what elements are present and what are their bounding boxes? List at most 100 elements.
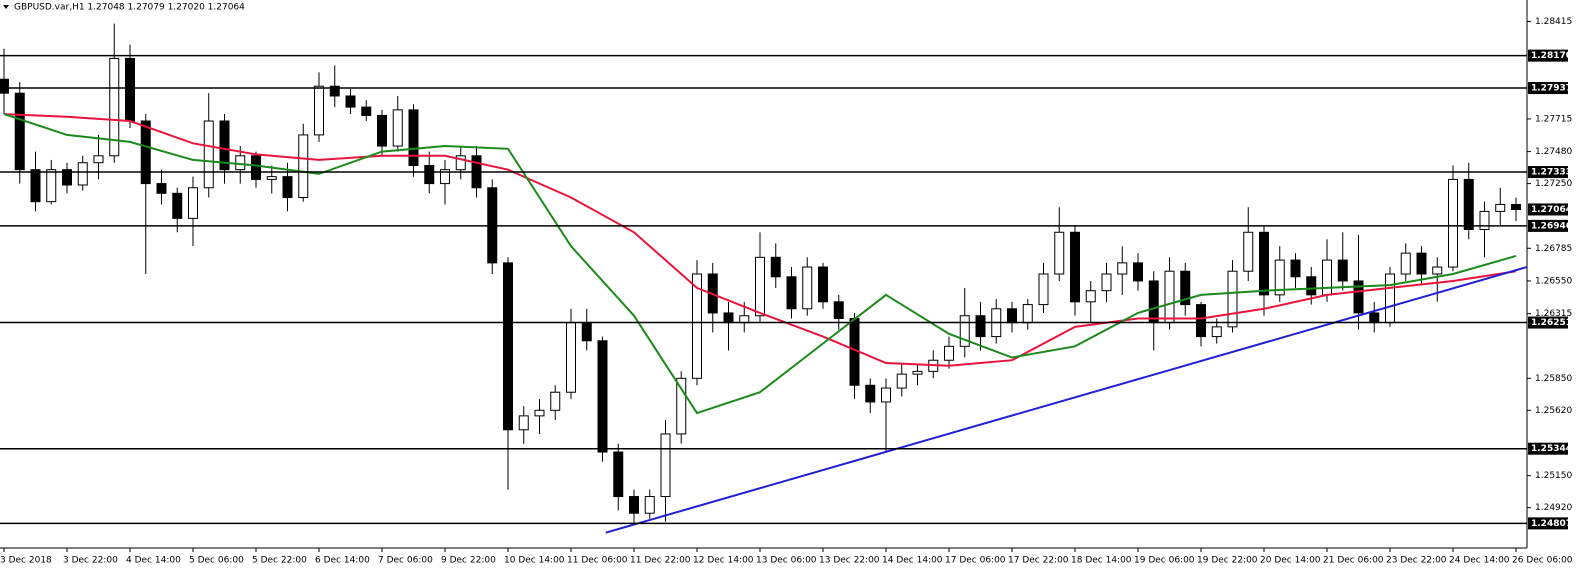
candle-body bbox=[377, 114, 387, 147]
candle-body bbox=[1054, 231, 1065, 275]
candle-body bbox=[77, 162, 88, 186]
candle-body bbox=[1337, 259, 1348, 282]
candle-body bbox=[345, 95, 356, 108]
candle-body bbox=[644, 496, 655, 514]
candle-body bbox=[597, 340, 608, 453]
x-tick-label: 12 Dec 14:00 bbox=[693, 556, 754, 566]
y-tick-label: 1.27250 bbox=[1535, 179, 1572, 189]
x-tick-label: 26 Dec 06:00 bbox=[1512, 556, 1573, 566]
y-tick-label: 1.25620 bbox=[1535, 406, 1572, 416]
x-tick-label: 13 Dec 22:00 bbox=[819, 556, 880, 566]
candle-body bbox=[1117, 262, 1128, 275]
candle-body bbox=[361, 106, 372, 116]
candle-body bbox=[1180, 270, 1191, 306]
candle-body bbox=[1416, 252, 1427, 275]
candle-body bbox=[676, 377, 687, 435]
level-label-box bbox=[1528, 82, 1568, 95]
candle-body bbox=[1022, 304, 1033, 324]
candle-body bbox=[203, 120, 214, 189]
candle-body bbox=[818, 266, 828, 303]
candle-body bbox=[219, 120, 230, 171]
indicator-line bbox=[3, 113, 1517, 367]
candle-body bbox=[629, 496, 639, 514]
indicator-line bbox=[605, 266, 1528, 534]
x-tick-label: 7 Dec 06:00 bbox=[378, 556, 433, 566]
y-tick-label: 1.25850 bbox=[1535, 374, 1572, 384]
candle-body bbox=[392, 109, 403, 147]
candle-body bbox=[755, 256, 765, 317]
candle-body bbox=[156, 183, 167, 194]
candle-body bbox=[30, 169, 41, 203]
candle-body bbox=[581, 322, 592, 342]
candle-body bbox=[1211, 326, 1222, 338]
x-tick-label: 18 Dec 14:00 bbox=[1071, 556, 1132, 566]
candle-body bbox=[1385, 273, 1395, 324]
chart-title: GBPUSD.var,H1 1.27048 1.27079 1.27020 1.… bbox=[14, 3, 245, 13]
x-tick-label: 9 Dec 22:00 bbox=[441, 556, 496, 566]
level-label-box bbox=[1528, 442, 1568, 455]
x-tick-label: 3 Dec 2018 bbox=[0, 556, 52, 566]
candle-body bbox=[1070, 231, 1080, 303]
candle-body bbox=[1148, 280, 1159, 324]
x-tick-label: 6 Dec 14:00 bbox=[315, 556, 370, 566]
y-tick-label: 1.27480 bbox=[1535, 147, 1572, 157]
candle-body bbox=[46, 169, 57, 203]
candle-body bbox=[140, 120, 151, 185]
candle-body bbox=[1133, 262, 1143, 282]
candle-body bbox=[1306, 276, 1317, 296]
x-tick-label: 14 Dec 14:00 bbox=[882, 556, 943, 566]
bid-label: 1.27064 bbox=[1531, 205, 1572, 215]
indicator-line bbox=[3, 113, 1517, 415]
menu-arrow[interactable] bbox=[3, 5, 9, 9]
level-label-box bbox=[1528, 219, 1568, 232]
x-tick-label: 20 Dec 14:00 bbox=[1260, 556, 1321, 566]
level-label: 1.24807 bbox=[1531, 519, 1572, 529]
x-tick-label: 5 Dec 06:00 bbox=[189, 556, 244, 566]
candle-body bbox=[1479, 210, 1490, 230]
candle-body bbox=[833, 301, 844, 320]
candle-body bbox=[534, 409, 545, 417]
x-tick-label: 3 Dec 22:00 bbox=[63, 556, 118, 566]
candle-body bbox=[1085, 290, 1096, 303]
candle-body bbox=[1369, 312, 1380, 324]
level-label: 1.27937 bbox=[1531, 84, 1572, 94]
candle-body bbox=[266, 176, 277, 180]
y-tick-label: 1.26315 bbox=[1535, 309, 1572, 319]
x-tick-label: 19 Dec 06:00 bbox=[1134, 556, 1195, 566]
candle-body bbox=[1290, 259, 1301, 278]
y-tick-label: 1.26550 bbox=[1535, 276, 1572, 286]
candle-body bbox=[235, 155, 246, 171]
candle-body bbox=[1007, 308, 1017, 324]
level-label: 1.26251 bbox=[1531, 318, 1572, 328]
level-label-box bbox=[1528, 316, 1568, 329]
candle-body bbox=[1432, 266, 1443, 275]
candle-body bbox=[1322, 259, 1332, 296]
y-tick-label: 1.24920 bbox=[1535, 503, 1572, 513]
candle-body bbox=[172, 192, 183, 219]
candle-body bbox=[550, 391, 561, 411]
level-label: 1.25344 bbox=[1531, 444, 1572, 454]
candle-body bbox=[975, 315, 986, 338]
level-label: 1.28170 bbox=[1531, 51, 1572, 61]
candle-body bbox=[865, 384, 876, 403]
candle-body bbox=[944, 345, 954, 361]
x-tick-label: 24 Dec 14:00 bbox=[1449, 556, 1510, 566]
y-tick-label: 1.28415 bbox=[1535, 17, 1572, 27]
candle-body bbox=[1511, 203, 1521, 210]
candle-body bbox=[1353, 280, 1364, 314]
candle-body bbox=[1463, 178, 1474, 230]
candle-body bbox=[802, 266, 813, 310]
candle-body bbox=[1448, 178, 1458, 268]
candle-body bbox=[692, 273, 702, 379]
candle-body bbox=[251, 155, 261, 180]
candle-body bbox=[298, 134, 309, 199]
candle-body bbox=[314, 85, 324, 136]
y-tick-label: 1.26785 bbox=[1535, 244, 1572, 254]
candle-body bbox=[613, 451, 624, 498]
candle-body bbox=[0, 78, 9, 94]
candle-body bbox=[408, 109, 419, 167]
candle-body bbox=[14, 92, 25, 171]
candle-body bbox=[959, 315, 970, 347]
x-tick-label: 23 Dec 22:00 bbox=[1386, 556, 1447, 566]
